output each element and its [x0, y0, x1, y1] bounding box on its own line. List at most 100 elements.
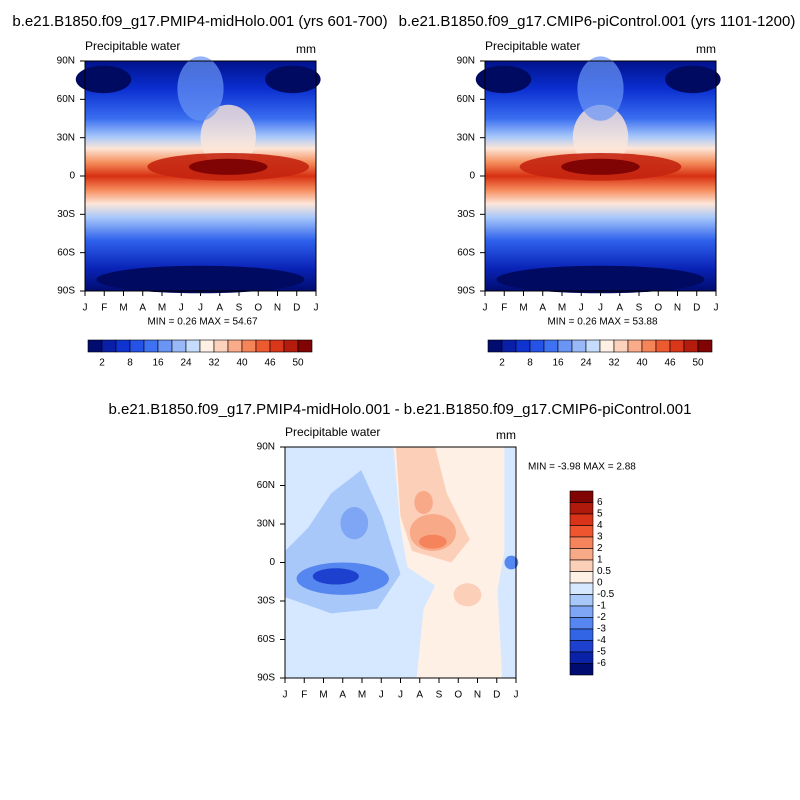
colorbar-label: -4	[597, 635, 606, 646]
colorbar-box	[569, 605, 594, 618]
x-tick-label: O	[654, 303, 662, 314]
colorbar-box	[627, 339, 643, 353]
colorbar-label: 2	[99, 358, 105, 369]
colorbar-box	[599, 339, 615, 353]
x-tick-label: F	[101, 303, 107, 314]
variable-label: Precipitable water	[285, 425, 380, 439]
colorbar-box	[569, 548, 594, 561]
x-tick-label: M	[319, 690, 327, 701]
y-tick-label: 0	[469, 171, 475, 182]
colorbar-box	[157, 339, 173, 353]
x-tick-label: A	[616, 303, 623, 314]
colorbar-box	[569, 594, 594, 607]
x-tick-label: O	[254, 303, 262, 314]
contour-band	[75, 65, 132, 94]
colorbar-label: 6	[597, 497, 603, 508]
y-tick-label: 30N	[457, 132, 475, 143]
x-tick-label: J	[379, 690, 384, 701]
y-tick-label: 30N	[57, 132, 75, 143]
variable-label: Precipitable water	[85, 39, 180, 53]
colorbar-box	[227, 339, 243, 353]
colorbar-box	[143, 339, 159, 353]
units-label: mm	[296, 42, 316, 56]
x-tick-label: J	[283, 690, 288, 701]
y-tick-label: 30S	[57, 209, 75, 220]
colorbar-label: 0.5	[597, 566, 611, 577]
colorbar-box	[569, 536, 594, 549]
colorbar-box	[697, 339, 713, 353]
y-tick-label: 60N	[57, 94, 75, 105]
y-tick-label: 60S	[57, 247, 75, 258]
min-max: MIN = -3.98 MAX = 2.88	[528, 462, 636, 473]
colorbar-box	[543, 339, 559, 353]
x-tick-label: A	[339, 690, 346, 701]
x-tick-label: J	[179, 303, 184, 314]
colorbar-label: 1	[597, 555, 603, 566]
x-tick-label: J	[579, 303, 584, 314]
colorbar-box	[569, 582, 594, 595]
colorbar-box	[569, 559, 594, 572]
colorbar-label: 50	[292, 358, 304, 369]
colorbar-box	[669, 339, 685, 353]
colorbar-box	[501, 339, 517, 353]
contour-band	[504, 555, 519, 570]
y-tick-label: 90N	[57, 56, 75, 67]
x-tick-label: F	[301, 690, 307, 701]
colorbar-box	[569, 502, 594, 515]
contour-band	[572, 104, 629, 170]
colorbar-box	[569, 490, 594, 503]
colorbar-box	[585, 339, 601, 353]
colorbar-box	[129, 339, 145, 353]
colorbar-box	[213, 339, 229, 353]
colorbar-label: 5	[597, 509, 603, 520]
colorbar-label: 16	[152, 358, 164, 369]
colorbar-label: 16	[552, 358, 564, 369]
panel-title: b.e21.B1850.f09_g17.PMIP4-midHolo.001 - …	[109, 401, 692, 418]
x-tick-label: S	[236, 303, 243, 314]
contour-band	[561, 158, 640, 175]
colorbar-box	[487, 339, 503, 353]
contour-band	[453, 583, 482, 607]
colorbar-box	[297, 339, 313, 353]
colorbar-box	[185, 339, 201, 353]
colorbar-label: -6	[597, 658, 606, 669]
colorbar-box	[557, 339, 573, 353]
colorbar-label: 46	[664, 358, 676, 369]
colorbar-label: 24	[180, 358, 192, 369]
min-max: MIN = 0.26 MAX = 54.67	[147, 317, 257, 328]
colorbar-label: 50	[692, 358, 704, 369]
colorbar-label: 2	[499, 358, 505, 369]
y-tick-label: 30N	[257, 519, 275, 530]
y-tick-label: 30S	[257, 596, 275, 607]
contour-band	[665, 65, 721, 94]
x-tick-label: D	[493, 690, 500, 701]
contour-band	[312, 568, 359, 585]
colorbar-box	[569, 513, 594, 526]
colorbar-label: 24	[580, 358, 592, 369]
colorbar-label: -1	[597, 601, 606, 612]
x-tick-label: J	[598, 303, 603, 314]
colorbar-box	[255, 339, 271, 353]
colorbar-box	[171, 339, 187, 353]
x-tick-label: S	[436, 690, 443, 701]
colorbar-box	[515, 339, 531, 353]
colorbar-box	[529, 339, 545, 353]
y-tick-label: 0	[69, 171, 75, 182]
x-tick-label: F	[501, 303, 507, 314]
colorbar-box	[115, 339, 131, 353]
contour-band	[200, 104, 256, 170]
y-tick-label: 90N	[257, 442, 275, 453]
x-tick-label: A	[139, 303, 146, 314]
colorbar-box	[569, 571, 594, 584]
x-tick-label: N	[274, 303, 281, 314]
colorbar-label: 3	[597, 532, 603, 543]
colorbar-box	[569, 651, 594, 664]
x-tick-label: O	[454, 690, 462, 701]
x-tick-label: M	[158, 303, 166, 314]
colorbar-label: -0.5	[597, 589, 615, 600]
contour-band	[414, 490, 433, 514]
contour-band	[265, 65, 321, 94]
y-tick-label: 90S	[457, 286, 475, 297]
x-tick-label: J	[714, 303, 719, 314]
